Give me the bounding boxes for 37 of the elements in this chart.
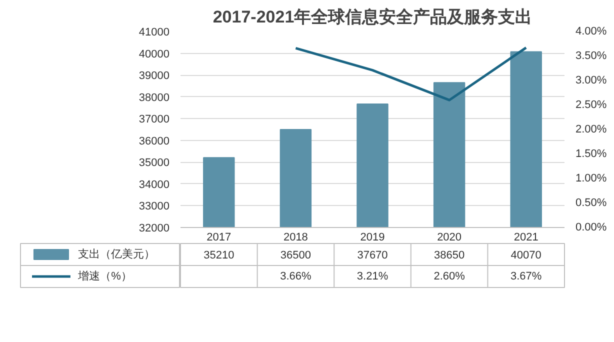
- data-label: 38650: [434, 250, 465, 262]
- y-tick-label: 39000: [138, 70, 170, 82]
- y-tick-label: 38000: [138, 92, 170, 104]
- x-tick-label: 2017: [206, 232, 232, 244]
- legend-label: 支出（亿美元）: [78, 248, 156, 260]
- data-label: 3.67%: [510, 270, 542, 282]
- data-label: 35210: [204, 250, 234, 262]
- y-tick-label: 36000: [138, 135, 170, 148]
- data-label: 3.21%: [356, 270, 388, 282]
- y2-tick-label: 1.00%: [576, 172, 607, 184]
- y2-tick-label: 2.50%: [576, 99, 607, 111]
- y-tick-label: 37000: [138, 114, 170, 126]
- data-label: 3.66%: [280, 270, 312, 282]
- data-label: 2.60%: [434, 270, 466, 282]
- x-tick-label: 2018: [283, 232, 308, 244]
- y2-tick-label: 0.00%: [576, 222, 607, 234]
- y2-tick-label: 2.00%: [576, 124, 607, 136]
- y-tick-label: 41000: [138, 26, 170, 38]
- y2-tick-label: 1.50%: [576, 148, 607, 160]
- y2-tick-label: 3.00%: [576, 74, 607, 86]
- chart-title: 2017-2021年全球信息安全产品及服务支出: [212, 8, 532, 26]
- y2-tick-label: 4.00%: [576, 26, 607, 38]
- x-tick-label: 2019: [360, 232, 385, 244]
- y-tick-label: 40000: [138, 48, 170, 60]
- legend-label: 增速（%）: [77, 270, 132, 282]
- y-tick-label: 32000: [138, 222, 170, 234]
- y-tick-label: 34000: [138, 178, 170, 191]
- y2-tick-label: 0.50%: [576, 197, 607, 209]
- line-series: [294, 46, 528, 102]
- data-label: 36500: [280, 250, 311, 262]
- y-tick-label: 33000: [138, 200, 170, 213]
- data-label: 37670: [357, 250, 388, 262]
- y-tick-label: 35000: [138, 157, 170, 170]
- x-tick-label: 2021: [514, 232, 538, 244]
- data-label: 40070: [510, 250, 542, 262]
- y2-tick-label: 3.50%: [576, 50, 607, 62]
- x-tick-label: 2020: [437, 232, 462, 244]
